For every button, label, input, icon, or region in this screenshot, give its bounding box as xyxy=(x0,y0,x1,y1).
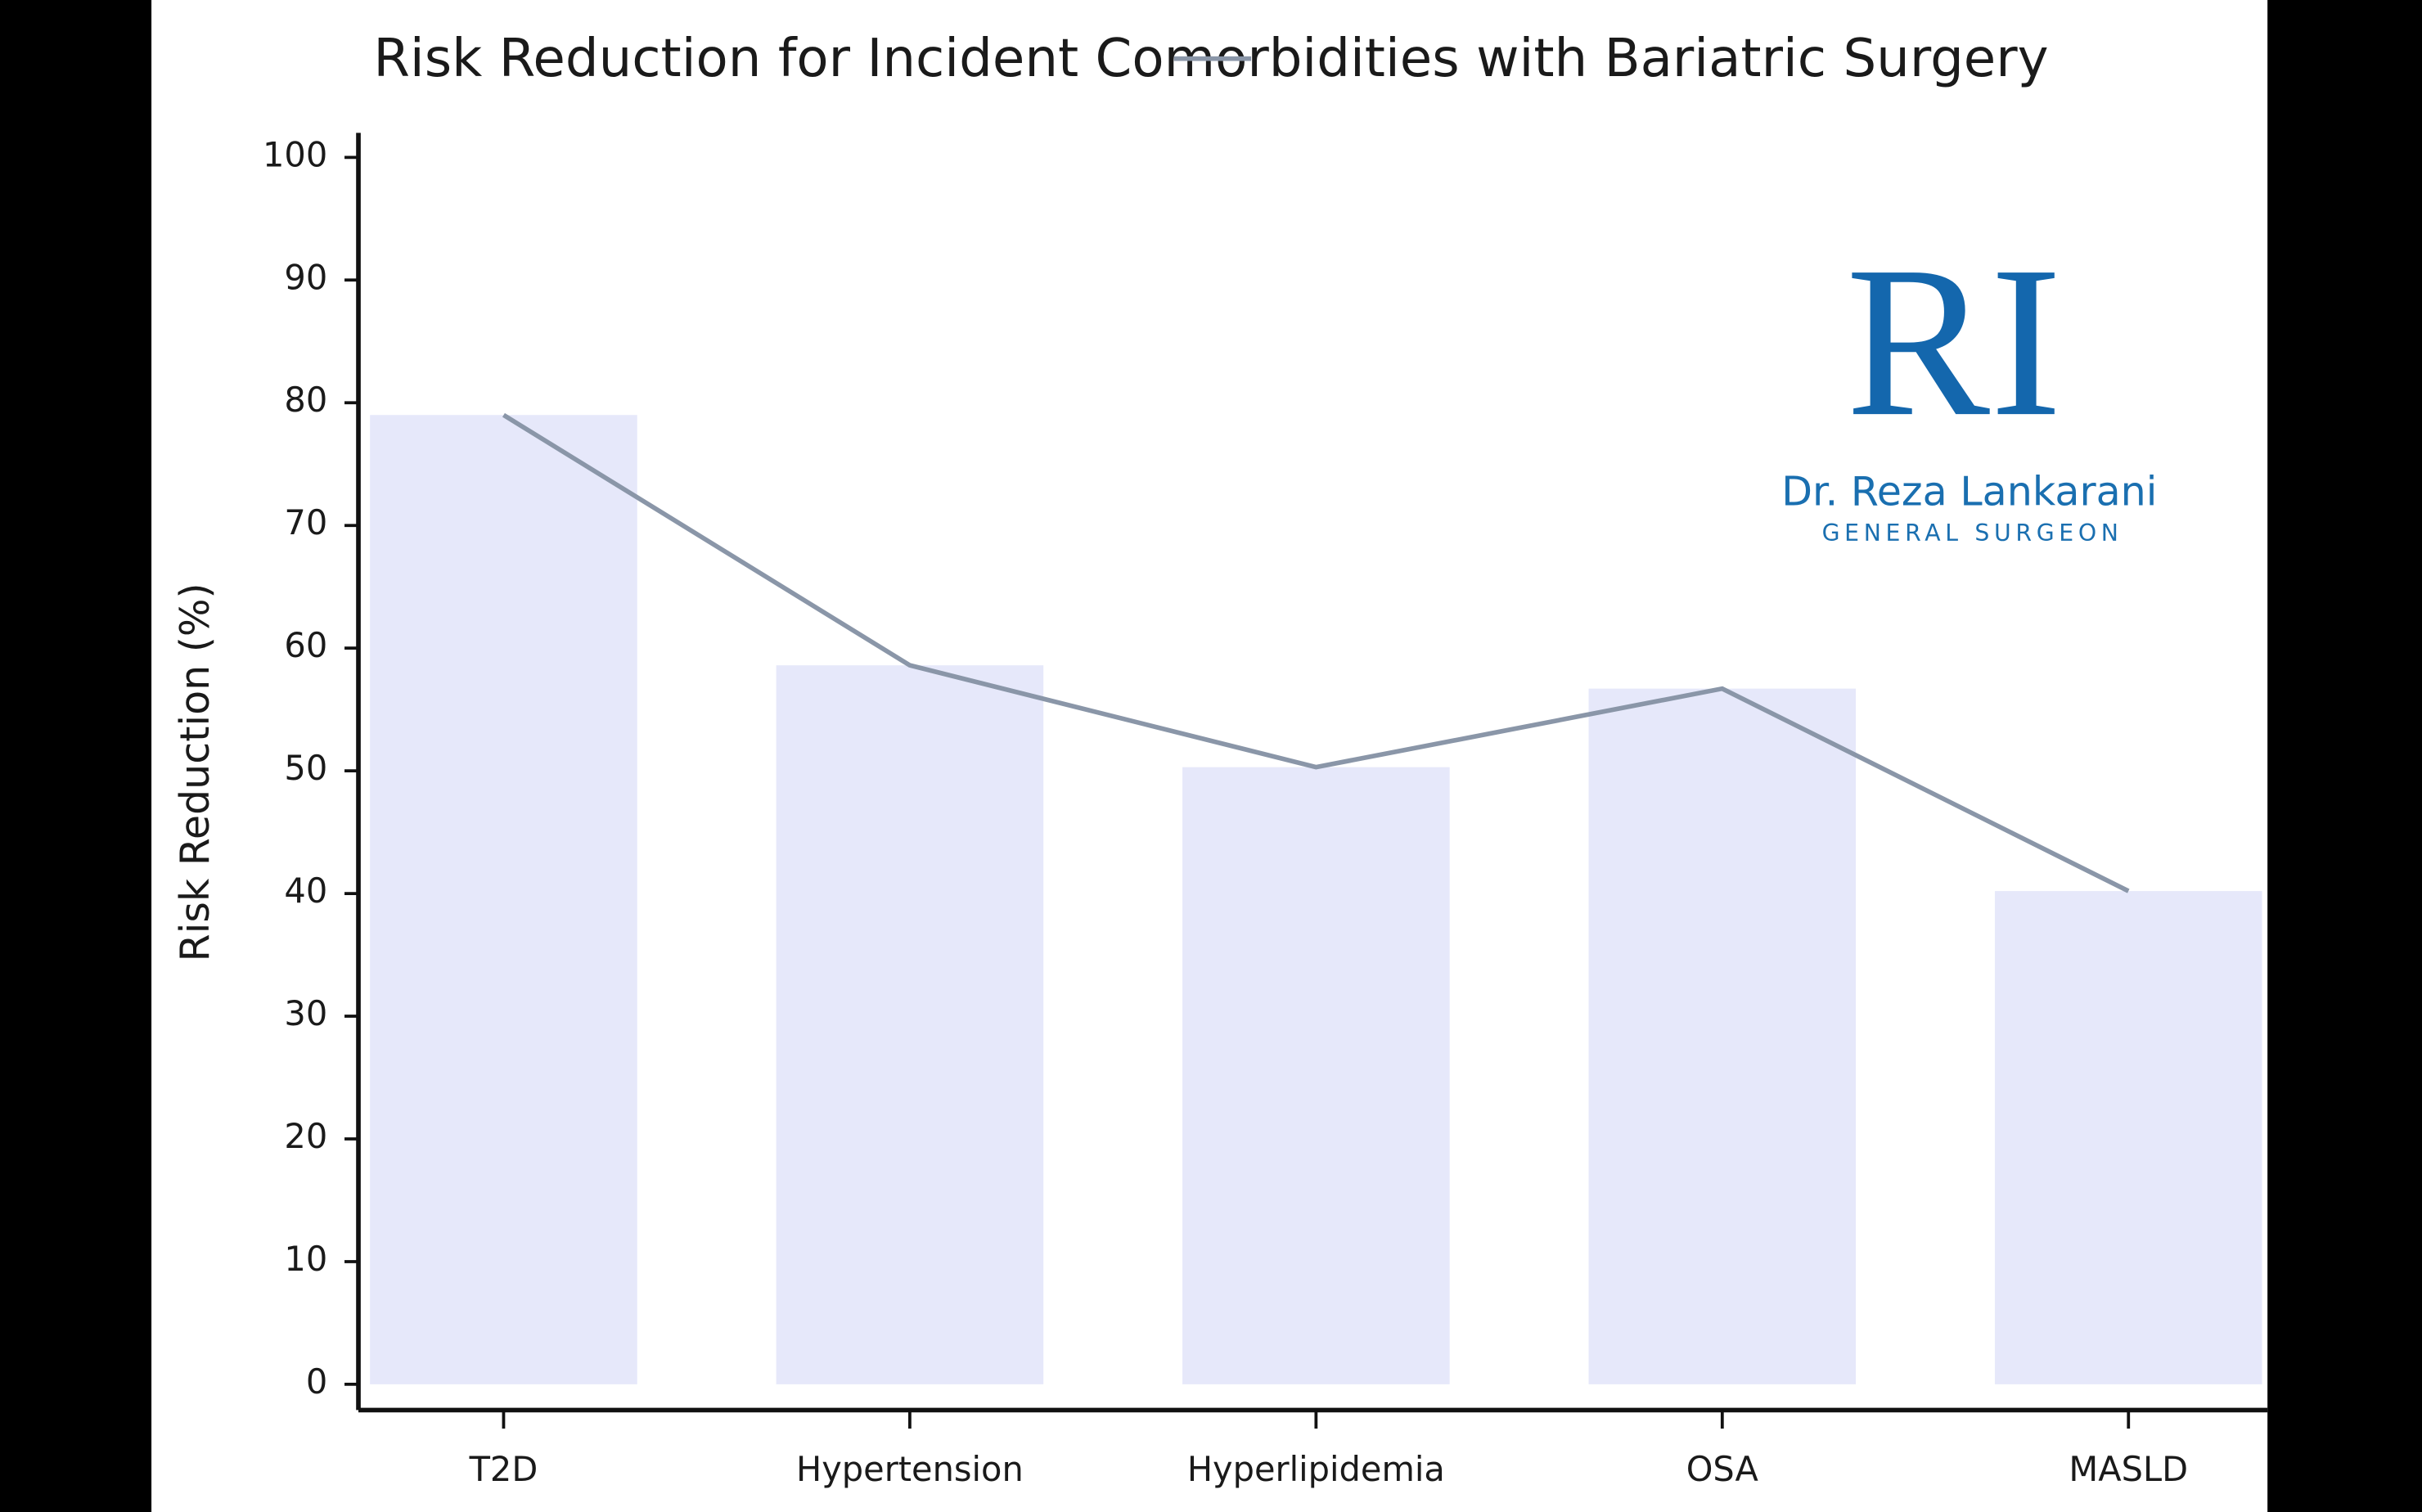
x-tick-label: MASLD xyxy=(2069,1449,2188,1489)
x-tick-label: Hypertension xyxy=(796,1449,1024,1489)
line xyxy=(502,412,2130,893)
y-tick-label: 20 xyxy=(284,1116,327,1156)
bar xyxy=(1588,688,1857,1384)
x-tick-label: T2D xyxy=(469,1449,538,1489)
bar xyxy=(776,665,1044,1384)
logo-name: Dr. Reza Lankarani xyxy=(1781,468,2157,515)
bar xyxy=(1182,767,1450,1384)
x-tick-label: OSA xyxy=(1686,1449,1759,1489)
y-tick-label: 70 xyxy=(284,502,327,542)
y-tick-label: 30 xyxy=(284,993,327,1033)
logo: RI Dr. Reza Lankarani GENERAL SURGEON xyxy=(1781,223,2157,547)
y-tick-label: 80 xyxy=(284,380,327,420)
bar xyxy=(370,415,637,1384)
y-axis-label: Risk Reduction (%) xyxy=(171,583,218,961)
y-tick-label: 60 xyxy=(284,625,327,665)
y-tick-label: 100 xyxy=(263,134,327,174)
x-tick-label: Hyperlipidemia xyxy=(1187,1449,1445,1489)
bar xyxy=(1994,891,2262,1384)
logo-subtitle: GENERAL SURGEON xyxy=(1822,520,2123,547)
plot: 0 10 20 30 40 50 60 70 80 90 100 T2D Hypertension Hyp… xyxy=(263,133,2268,1489)
y-tick-label: 0 xyxy=(306,1361,327,1402)
y-tick-label: 50 xyxy=(284,748,327,788)
y-tick-label: 40 xyxy=(284,871,327,911)
y-tick-label: 90 xyxy=(284,257,327,297)
y-tick-label: 10 xyxy=(284,1239,327,1279)
logo-monogram: RI xyxy=(1846,223,2062,461)
